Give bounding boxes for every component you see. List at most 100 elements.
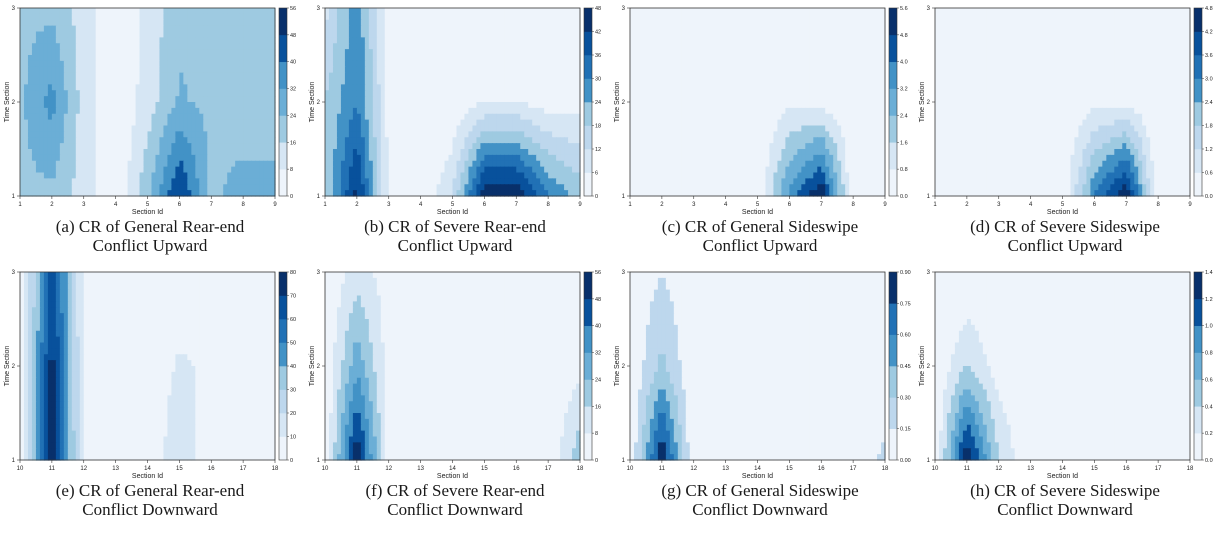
contour-cell: [833, 60, 838, 68]
contour-cell: [873, 66, 878, 74]
contour-cell: [171, 25, 176, 33]
contour-cell: [677, 60, 683, 68]
contour-cell: [552, 25, 557, 33]
contour-cell: [452, 102, 458, 109]
contour-cell: [741, 8, 747, 15]
contour-cell: [725, 49, 731, 56]
contour-cell: [356, 60, 362, 68]
contour-cell: [853, 31, 858, 38]
contour-cell: [500, 66, 505, 74]
contour-cell: [444, 178, 450, 185]
contour-cell: [336, 102, 342, 109]
colorbar-band: [279, 61, 287, 89]
contour-cell: [865, 31, 870, 38]
contour-cell: [516, 43, 521, 50]
contour-cell: [227, 143, 232, 150]
contour-cell: [139, 119, 145, 127]
contour-cell: [195, 137, 200, 144]
contour-cell: [179, 78, 184, 85]
contour-cell: [111, 37, 117, 44]
contour-cell: [408, 25, 414, 33]
contour-cell: [572, 125, 577, 132]
contour-cell: [793, 37, 798, 44]
contour-cell: [171, 160, 176, 168]
contour-cell: [51, 55, 57, 62]
contour-cell: [259, 37, 264, 44]
contour-cell: [251, 149, 256, 156]
contour-cell: [368, 66, 374, 74]
contour-cell: [392, 25, 398, 33]
contour-cell: [877, 66, 882, 74]
contour-cell: [556, 184, 561, 191]
contour-cell: [572, 8, 577, 15]
contour-cell: [484, 96, 489, 103]
contour-cell: [336, 66, 342, 74]
contour-cell: [195, 96, 200, 103]
contour-cell: [340, 72, 346, 80]
contour-cell: [215, 143, 220, 150]
contour-cell: [552, 60, 557, 68]
contour-cell: [392, 43, 398, 50]
contour-cell: [203, 60, 208, 68]
contour-cell: [392, 55, 398, 62]
contour-cell: [480, 154, 485, 162]
contour-cell: [107, 25, 113, 33]
contour-cell: [420, 178, 426, 185]
contour-cell: [741, 60, 747, 68]
contour-cell: [231, 102, 236, 109]
contour-cell: [697, 37, 703, 44]
contour-cell: [47, 154, 53, 162]
contour-cell: [247, 66, 252, 74]
contour-cell: [368, 113, 374, 121]
contour-cell: [568, 107, 573, 115]
contour-cell: [267, 60, 272, 68]
contour-cell: [199, 13, 204, 21]
contour-cell: [472, 160, 477, 168]
contour-cell: [737, 8, 743, 15]
contour-cell: [388, 31, 394, 38]
contour-cell: [805, 19, 810, 27]
contour-cell: [119, 96, 125, 103]
contour-cell: [360, 19, 366, 27]
contour-cell: [344, 13, 350, 21]
contour-cell: [428, 131, 434, 138]
contour-cell: [556, 13, 561, 21]
contour-cell: [532, 184, 537, 191]
contour-cell: [99, 149, 105, 156]
contour-cell: [516, 8, 521, 15]
contour-cell: [516, 125, 521, 132]
contour-cell: [797, 19, 802, 27]
contour-cell: [841, 31, 846, 38]
contour-cell: [187, 31, 192, 38]
contour-cell: [328, 96, 334, 103]
contour-cell: [143, 55, 149, 62]
contour-cell: [496, 149, 501, 156]
contour-cell: [83, 172, 89, 179]
contour-cell: [801, 13, 806, 21]
contour-cell: [384, 96, 390, 103]
contour-cell: [516, 102, 521, 109]
contour-cell: [211, 8, 216, 15]
contour-cell: [556, 19, 561, 27]
contour-cell: [55, 55, 61, 62]
contour-cell: [512, 107, 517, 115]
contour-cell: [709, 60, 715, 68]
contour-cell: [131, 184, 137, 191]
contour-cell: [23, 31, 29, 38]
contour-cell: [336, 131, 342, 138]
contour-cell: [456, 160, 462, 168]
contour-cell: [360, 60, 366, 68]
contour-cell: [103, 107, 109, 115]
contour-cell: [43, 172, 49, 179]
contour-cell: [524, 149, 529, 156]
contour-cell: [59, 60, 65, 68]
contour-cell: [325, 178, 330, 185]
contour-cell: [396, 49, 402, 56]
contour-cell: [448, 31, 454, 38]
contour-cell: [239, 84, 244, 91]
contour-cell: [167, 96, 172, 103]
contour-cell: [91, 184, 97, 191]
contour-cell: [396, 160, 402, 168]
contour-cell: [143, 60, 149, 68]
